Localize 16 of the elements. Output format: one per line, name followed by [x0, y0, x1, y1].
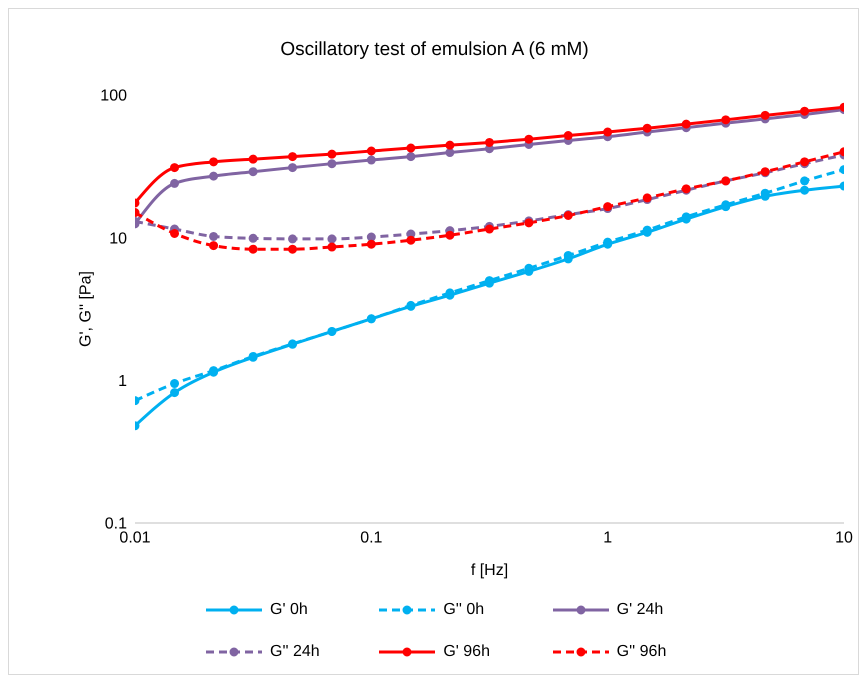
y-tick-label: 100 [100, 88, 128, 105]
x-tick-label: 1 [603, 529, 612, 546]
x-tick-label: 0.1 [360, 529, 383, 546]
y-tick-label: 1 [118, 373, 128, 390]
x-axis-title: f [Hz] [470, 562, 508, 579]
x-tick-label: 10 [835, 529, 853, 546]
legend-label: G' 24h [616, 601, 664, 619]
x-tick-label: 0.01 [119, 529, 151, 546]
legend-label: G' 96h [443, 643, 490, 661]
y-tick-label: 10 [109, 230, 128, 248]
legend-label: G' 0h [270, 601, 308, 619]
legend-label: G'' 24h [270, 643, 320, 661]
chart-title: Oscillatory test of emulsion A (6 mM) [279, 39, 590, 61]
y-axis-title: G', G'' [Pa] [78, 271, 95, 347]
legend-label: G'' 96h [616, 643, 666, 661]
legend-label: G'' 0h [443, 601, 484, 619]
